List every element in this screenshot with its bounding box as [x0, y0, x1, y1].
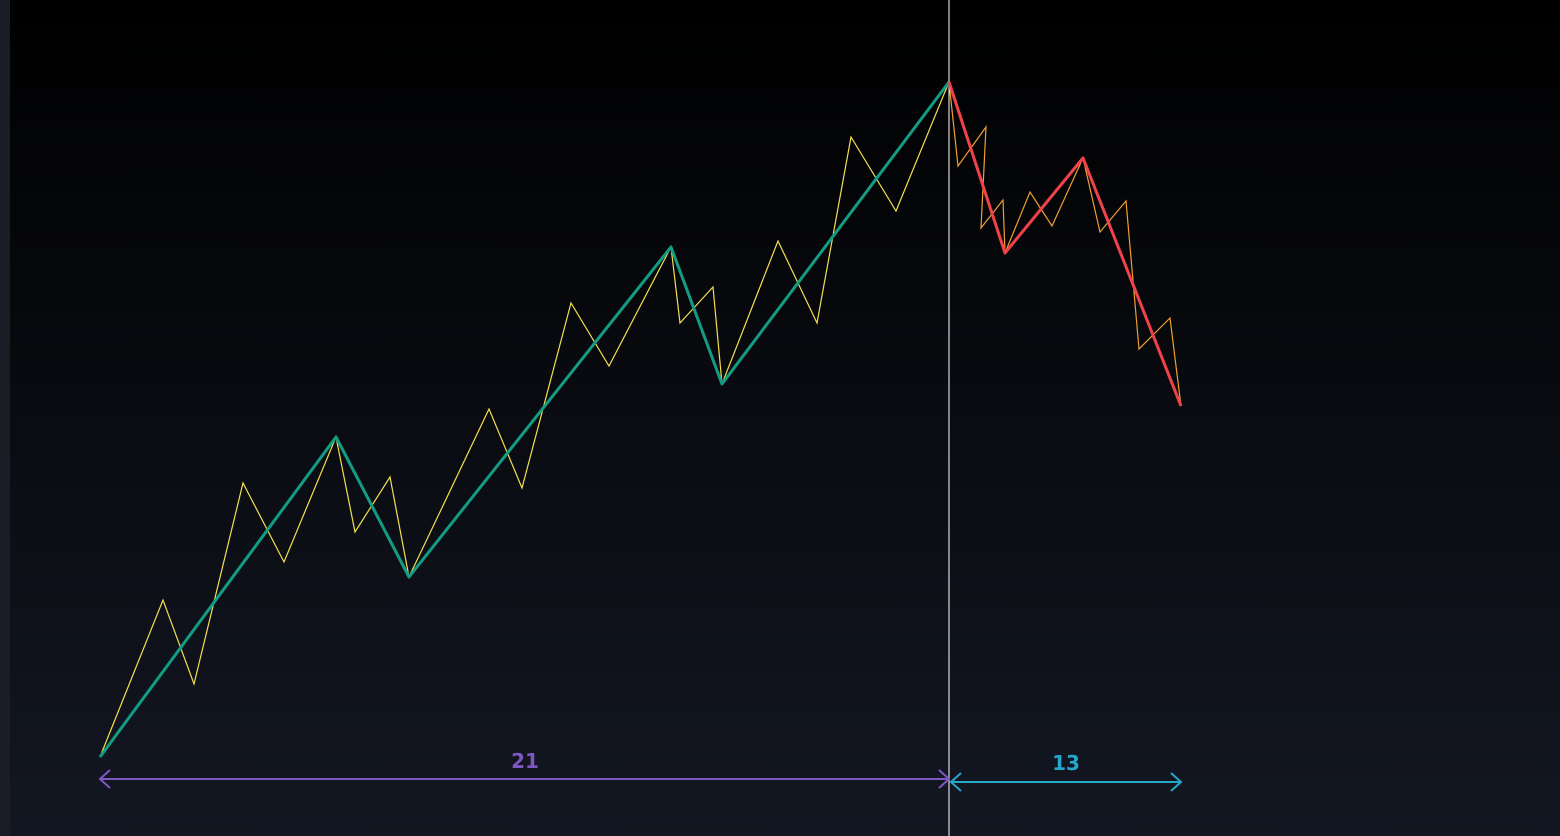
- range-arrow-2: [949, 772, 1183, 792]
- range-label: 13: [1052, 751, 1080, 775]
- impulse-wave: [98, 81, 951, 758]
- range-label: 21: [511, 749, 539, 773]
- range-arrow-1: [98, 769, 951, 789]
- left-edge: [0, 0, 10, 836]
- corrective-wave: [947, 81, 1183, 407]
